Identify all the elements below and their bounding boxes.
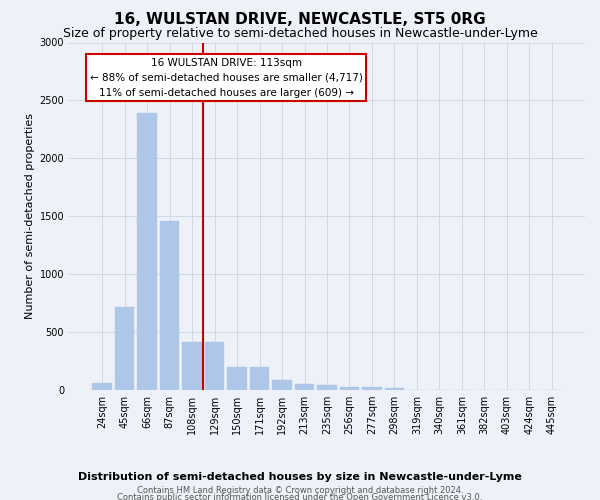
Bar <box>362 387 382 390</box>
Bar <box>385 388 404 390</box>
Text: Distribution of semi-detached houses by size in Newcastle-under-Lyme: Distribution of semi-detached houses by … <box>78 472 522 482</box>
Text: 16, WULSTAN DRIVE, NEWCASTLE, ST5 0RG: 16, WULSTAN DRIVE, NEWCASTLE, ST5 0RG <box>114 12 486 28</box>
Bar <box>115 306 134 390</box>
Text: 16 WULSTAN DRIVE: 113sqm
← 88% of semi-detached houses are smaller (4,717)
11% o: 16 WULSTAN DRIVE: 113sqm ← 88% of semi-d… <box>90 58 363 98</box>
Bar <box>340 386 359 390</box>
Bar <box>205 342 224 390</box>
Text: Size of property relative to semi-detached houses in Newcastle-under-Lyme: Size of property relative to semi-detach… <box>62 28 538 40</box>
Text: Contains public sector information licensed under the Open Government Licence v3: Contains public sector information licen… <box>118 493 482 500</box>
Bar <box>227 367 247 390</box>
Bar <box>317 385 337 390</box>
Bar <box>137 113 157 390</box>
Bar <box>272 380 292 390</box>
Y-axis label: Number of semi-detached properties: Number of semi-detached properties <box>25 114 35 320</box>
Bar <box>160 221 179 390</box>
Text: Contains HM Land Registry data © Crown copyright and database right 2024.: Contains HM Land Registry data © Crown c… <box>137 486 463 495</box>
Bar <box>182 342 202 390</box>
Bar <box>295 384 314 390</box>
Bar <box>92 383 112 390</box>
Bar <box>250 367 269 390</box>
